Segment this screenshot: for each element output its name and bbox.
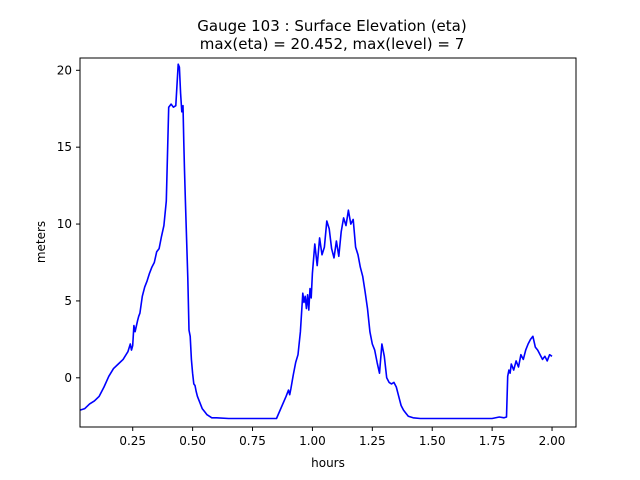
x-tick-label: 1.00: [299, 434, 326, 448]
x-tick-label: 1.75: [479, 434, 506, 448]
series-line-0: [79, 63, 553, 420]
x-tick-label: 0.50: [179, 434, 206, 448]
x-axis-ticks: 0.25 0.50 0.75 1.00 1.25 1.50 1.75 2.00: [119, 427, 565, 448]
x-axis-label: hours: [311, 456, 345, 470]
axes-frame: [79, 57, 577, 428]
y-axis-ticks: 0 5 10 15 20: [57, 63, 80, 385]
y-tick-label: 0: [64, 371, 72, 385]
y-tick-label: 20: [57, 63, 72, 77]
x-tick-label: 1.25: [359, 434, 386, 448]
x-tick-label: 0.25: [119, 434, 146, 448]
chart-subtitle: max(eta) = 20.452, max(level) = 7: [200, 35, 465, 53]
x-tick-label: 1.50: [419, 434, 446, 448]
y-axis-label: meters: [34, 221, 48, 263]
chart-title: Gauge 103 : Surface Elevation (eta): [197, 17, 466, 35]
x-tick-label: 2.00: [539, 434, 566, 448]
y-tick-label: 5: [64, 294, 72, 308]
y-tick-label: 10: [57, 217, 72, 231]
x-tick-label: 0.75: [239, 434, 266, 448]
plot-area: [79, 63, 553, 420]
y-tick-label: 15: [57, 140, 72, 154]
